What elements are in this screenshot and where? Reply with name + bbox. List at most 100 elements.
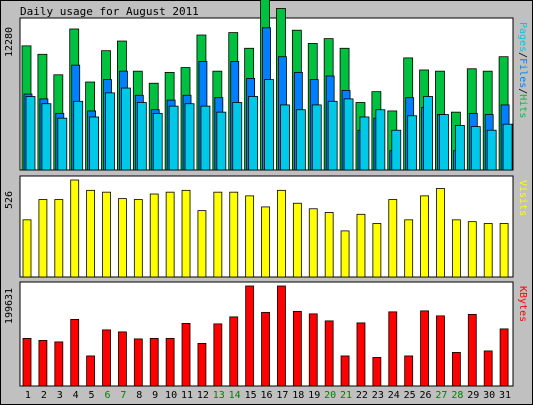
x-tick-label: 17 xyxy=(276,390,288,401)
pages-bar xyxy=(200,105,211,171)
ymax-label: 12280 xyxy=(4,27,15,57)
kbytes-bar xyxy=(197,343,207,387)
kbytes-bar xyxy=(467,313,477,387)
pages-bar xyxy=(423,96,433,171)
legend-pages-files-hits: Pages/Files/Hits xyxy=(517,22,528,118)
visits-bar xyxy=(197,210,207,278)
pages-bar xyxy=(264,79,274,171)
legend-item: / xyxy=(517,88,528,94)
legend-visits: Visits xyxy=(517,180,528,216)
visits-bar xyxy=(340,230,350,278)
visits-bar xyxy=(388,199,398,278)
pages-bar xyxy=(152,112,163,171)
visits-bar xyxy=(229,191,239,278)
x-tick-label: 18 xyxy=(292,390,304,401)
visits-bar xyxy=(118,198,127,278)
kbytes-bar xyxy=(483,350,493,387)
visits-bar xyxy=(420,195,429,278)
chart-title: Daily usage for August 2011 xyxy=(20,5,199,18)
visits-bar xyxy=(213,191,223,278)
x-tick-label: 20 xyxy=(324,390,336,401)
kbytes-bar xyxy=(54,341,64,387)
kbytes-bar xyxy=(308,313,318,387)
kbytes-bar xyxy=(388,311,398,387)
pages-bar xyxy=(502,123,513,171)
pages-bar xyxy=(295,109,306,171)
kbytes-bar xyxy=(102,329,111,387)
x-tick-label: 22 xyxy=(356,390,368,401)
x-tick-label: 9 xyxy=(152,390,158,401)
pages-bar xyxy=(343,98,354,171)
kbytes-bar xyxy=(436,315,445,387)
pages-bar xyxy=(136,102,147,171)
pages-bar xyxy=(375,109,386,171)
pages-bar xyxy=(232,102,243,171)
pages-bar xyxy=(57,117,68,171)
x-tick-label: 21 xyxy=(340,390,352,401)
x-tick-label: 14 xyxy=(229,390,241,401)
x-tick-label: 30 xyxy=(483,390,495,401)
legend-item: Hits xyxy=(517,94,528,118)
visits-bar xyxy=(324,212,334,278)
x-tick-label: 25 xyxy=(404,390,416,401)
visits-bar xyxy=(38,199,48,278)
visits-bar xyxy=(86,189,96,278)
visits-bar xyxy=(149,193,159,278)
visits-bar xyxy=(292,202,302,278)
pages-bar xyxy=(486,129,497,171)
kbytes-bar xyxy=(213,323,223,387)
legend-item: Files xyxy=(517,58,528,88)
pages-bar xyxy=(359,116,370,171)
visits-bar xyxy=(451,219,461,278)
kbytes-bar xyxy=(420,310,429,387)
pages-bar xyxy=(89,116,100,171)
legend-item: KBytes xyxy=(517,286,528,322)
visits-bar xyxy=(22,219,32,278)
pages-bar xyxy=(105,92,115,171)
pages-bar xyxy=(454,125,465,171)
pages-bar xyxy=(73,100,84,171)
kbytes-bar xyxy=(181,322,191,387)
legend-item: Visits xyxy=(517,180,528,216)
x-tick-label: 3 xyxy=(57,390,63,401)
kbytes-bar xyxy=(70,318,80,387)
x-tick-label: 29 xyxy=(467,390,479,401)
visits-bar xyxy=(261,206,270,278)
x-tick-label: 19 xyxy=(308,390,320,401)
kbytes-bar xyxy=(356,322,366,387)
ymax-label: 526 xyxy=(4,191,15,209)
kbytes-bar xyxy=(340,355,350,387)
visits-bar xyxy=(102,191,111,278)
x-tick-label: 31 xyxy=(499,390,511,401)
x-tick-label: 7 xyxy=(120,390,126,401)
kbytes-bar xyxy=(22,338,32,387)
pages-bar xyxy=(327,100,338,171)
pages-bar xyxy=(184,103,195,171)
pages-bar xyxy=(216,111,227,171)
kbytes-bar xyxy=(451,352,461,387)
x-tick-label: 24 xyxy=(388,390,400,401)
kbytes-bar xyxy=(245,285,255,387)
pages-bar xyxy=(470,126,481,171)
pages-bar xyxy=(248,96,259,171)
legend-item: / xyxy=(517,52,528,58)
visits-bar xyxy=(277,189,286,278)
kbytes-bar xyxy=(165,338,175,387)
pages-bar xyxy=(25,96,36,171)
x-tick-label: 2 xyxy=(41,390,47,401)
x-tick-label: 15 xyxy=(245,390,257,401)
x-tick-label: 23 xyxy=(372,390,384,401)
x-tick-label: 11 xyxy=(181,390,193,401)
kbytes-bar xyxy=(133,338,143,387)
kbytes-bar xyxy=(404,355,414,387)
kbytes-bar xyxy=(229,316,239,387)
kbytes-bar xyxy=(261,311,270,387)
visits-bar xyxy=(483,223,493,278)
visits-bar xyxy=(133,199,143,278)
ymax-label: 199631 xyxy=(4,288,15,324)
x-tick-label: 8 xyxy=(136,390,142,401)
visits-bar xyxy=(70,179,80,278)
kbytes-bar xyxy=(372,357,382,387)
visits-bar xyxy=(372,223,382,278)
